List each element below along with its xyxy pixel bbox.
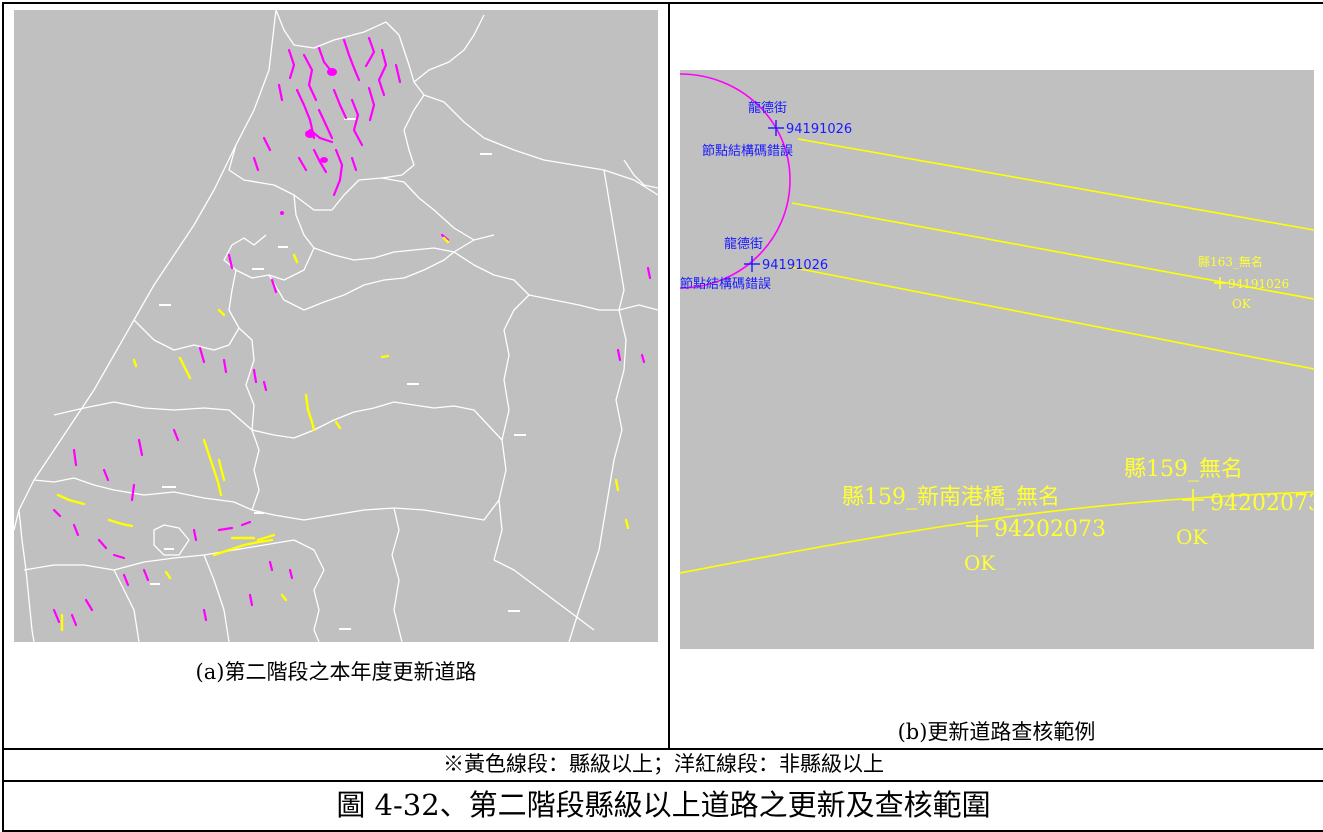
panel-b-cell: 龍德街 94191026 節點結構碼錯誤 龍德街 94191026 節點結構碼錯… <box>668 2 1323 750</box>
non-county-blobs <box>280 68 337 215</box>
node-label-1: 94191026 <box>786 122 852 137</box>
ok-159a-label: OK <box>964 551 996 575</box>
panel-a-caption: (a)第二階段之本年度更新道路 <box>195 660 477 684</box>
node-159a-label: 94202073 <box>994 517 1106 542</box>
magenta-arc <box>679 73 791 289</box>
panel-a-map <box>14 10 658 642</box>
road-159b-label: 縣159_無名 <box>1124 457 1243 482</box>
boundary-lines <box>14 10 658 642</box>
yellow-road-lines <box>679 138 1314 574</box>
node-crosshairs <box>743 120 784 272</box>
non-county-roads <box>52 36 652 627</box>
ok-crosshairs <box>965 277 1226 537</box>
ok-163-label: OK <box>1232 297 1252 311</box>
detail-svg: 龍德街 94191026 節點結構碼錯誤 龍德街 94191026 節點結構碼錯… <box>679 73 1314 575</box>
street-label-1: 龍德街 <box>748 100 787 116</box>
road-163-label: 縣163_無名 <box>1198 254 1263 269</box>
county-roads <box>56 236 630 632</box>
node-163-label: 94191026 <box>1228 277 1289 291</box>
ok-159b-label: OK <box>1176 525 1208 549</box>
node-159b-label: 94202073 <box>1210 491 1314 516</box>
node-label-2: 94191026 <box>762 258 828 273</box>
error-label-1: 節點結構碼錯誤 <box>702 143 793 159</box>
panel-b-caption: (b)更新道路查核範例 <box>897 720 1096 744</box>
place-labels <box>150 118 526 630</box>
road-159a-label: 縣159_新南港橋_無名 <box>842 485 1060 510</box>
legend-note: ※黃色線段：縣級以上；洋紅線段：非縣級以上 <box>2 748 1323 782</box>
panel-a-cell: (a)第二階段之本年度更新道路 <box>2 2 670 750</box>
street-label-2: 龍德街 <box>724 236 763 252</box>
map-svg <box>14 10 658 642</box>
figure-title: 圖 4-32、第二階段縣級以上道路之更新及查核範圍 <box>2 780 1323 832</box>
panel-b-map: 龍德街 94191026 節點結構碼錯誤 龍德街 94191026 節點結構碼錯… <box>679 70 1314 649</box>
error-label-2: 節點結構碼錯誤 <box>680 276 771 292</box>
